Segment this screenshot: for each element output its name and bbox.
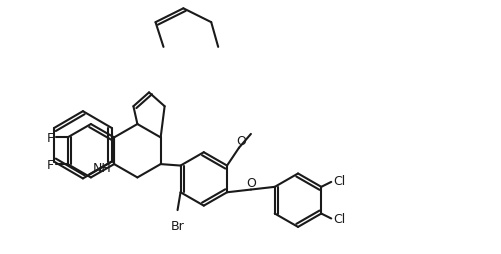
Text: NH: NH <box>92 161 111 174</box>
Text: F: F <box>47 131 54 144</box>
Text: O: O <box>236 135 246 148</box>
Text: Br: Br <box>171 219 184 232</box>
Text: Cl: Cl <box>333 175 346 188</box>
Text: F: F <box>47 158 54 171</box>
Text: O: O <box>246 177 256 189</box>
Text: Cl: Cl <box>333 212 346 225</box>
